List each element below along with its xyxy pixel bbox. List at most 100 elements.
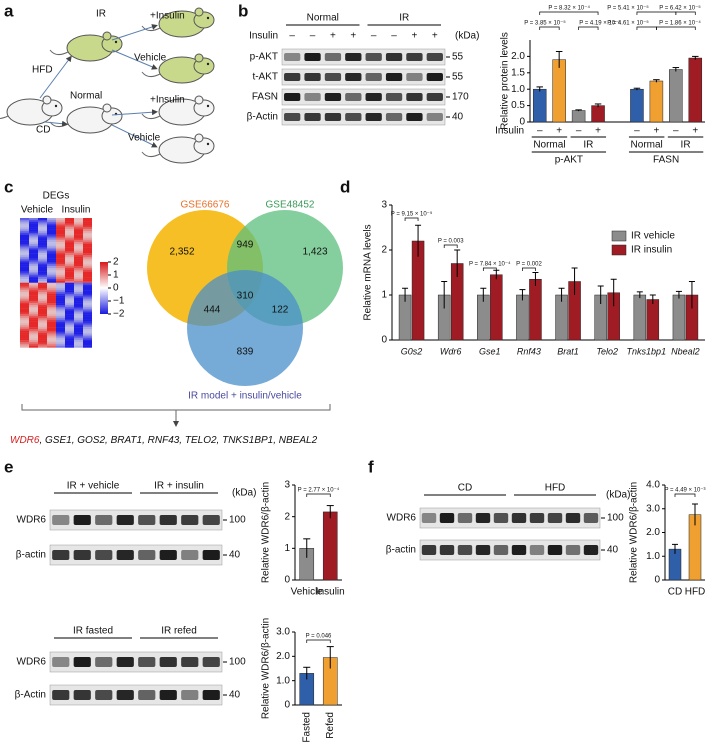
y-tick-label: 2.0: [511, 51, 525, 62]
significance-bracket: [656, 26, 696, 30]
blot-band: [457, 513, 473, 523]
heatmap-cell: [56, 292, 65, 295]
heatmap-cell: [83, 327, 92, 330]
heatmap-cell: [74, 327, 83, 330]
heatmap-cell: [38, 341, 47, 344]
heatmap-cell: [20, 334, 29, 337]
heatmap-cell: [65, 317, 74, 320]
blot-band: [421, 513, 437, 523]
heatmap-cell: [29, 297, 38, 300]
heatmap-cell: [38, 249, 47, 252]
heatmap-cell: [38, 227, 47, 230]
heatmap-cell: [56, 240, 65, 243]
heatmap-cell: [38, 308, 47, 311]
heatmap-cell: [74, 308, 83, 311]
blot-band: [547, 545, 563, 555]
p-value: P = 1.86 × 10⁻⁴: [659, 20, 701, 27]
heatmap-cell: [47, 329, 56, 332]
heatmap-cell: [74, 256, 83, 259]
heatmap-cell: [65, 260, 74, 263]
heatmap-cell: [74, 234, 83, 237]
heatmap-cell: [83, 314, 92, 317]
y-axis-label: Relative mRNA levels: [363, 224, 374, 320]
heatmap-cell: [65, 275, 74, 278]
heatmap-cell: [74, 286, 83, 289]
significance-bracket: [636, 26, 657, 30]
heatmap-cell: [29, 288, 38, 291]
venn-set-label: GSE48452: [266, 200, 315, 211]
panel-label: c: [4, 177, 13, 196]
significance-bracket: [443, 244, 458, 248]
blot-band: [202, 515, 220, 525]
blot-band: [547, 513, 563, 523]
blot-band: [426, 73, 443, 81]
mouse-label: Normal: [70, 91, 102, 102]
heatmap-cell: [74, 321, 83, 324]
heatmap-cell: [74, 323, 83, 326]
blot-strip: [49, 509, 223, 531]
bar: [669, 69, 683, 123]
heatmap-cell: [29, 306, 38, 309]
p-value: P = 0.003: [438, 239, 464, 245]
heatmap-cell: [38, 275, 47, 278]
heatmap-cell: [38, 277, 47, 280]
heatmap-cell: [47, 299, 56, 302]
heatmap-cell: [20, 266, 29, 269]
supergroup-label: p-AKT: [555, 155, 583, 166]
group-label: IR: [583, 140, 593, 151]
heatmap-cell: [29, 260, 38, 263]
heatmap-cell: [47, 275, 56, 278]
group-label: IR refed: [161, 626, 197, 637]
heatmap-cell: [29, 310, 38, 313]
heatmap-cell: [20, 249, 29, 252]
heatmap-cell: [20, 277, 29, 280]
heatmap-cell: [65, 232, 74, 235]
heatmap-cell: [83, 223, 92, 226]
heatmap-cell: [83, 284, 92, 287]
heatmap-cell: [29, 262, 38, 265]
heatmap-cell: [74, 329, 83, 332]
heatmap-cell: [65, 234, 74, 237]
blot-band: [406, 113, 423, 121]
heatmap-cell: [74, 242, 83, 245]
heatmap-cell: [20, 260, 29, 263]
heatmap-cell: [74, 334, 83, 337]
x-tick-label: –: [634, 126, 640, 137]
mouse-ear: [194, 133, 204, 143]
heatmap-cell: [29, 230, 38, 233]
heatmap-cell: [29, 334, 38, 337]
y-tick-label: 0: [284, 700, 290, 711]
heatmap-cell: [29, 317, 38, 320]
group-label: Normal: [631, 140, 663, 151]
blot-band: [385, 53, 403, 61]
bar: [646, 299, 660, 341]
heatmap-cell: [38, 343, 47, 346]
heatmap-cell: [20, 340, 29, 343]
heatmap-cell: [65, 286, 74, 289]
heatmap-cell: [65, 267, 74, 270]
heatmap-cell: [47, 284, 56, 287]
heatmap-cell: [83, 275, 92, 278]
venn-set-label: IR model + insulin/vehicle: [188, 391, 302, 402]
heatmap-cell: [56, 332, 65, 335]
heatmap-cell: [20, 247, 29, 250]
heatmap-cell: [74, 301, 83, 304]
heatmap-cell: [38, 286, 47, 289]
heatmap-cell: [47, 293, 56, 296]
heatmap-cell: [47, 323, 56, 326]
group-label: IR + vehicle: [67, 481, 120, 492]
heatmap-cell: [83, 267, 92, 270]
mouse-label: +Insulin: [150, 95, 185, 106]
heatmap-cell: [38, 229, 47, 232]
heatmap-cell: [29, 255, 38, 258]
heatmap-cell: [65, 329, 74, 332]
group-label: IR + insulin: [154, 481, 204, 492]
heatmap-cell: [56, 338, 65, 341]
heatmap-cell: [47, 243, 56, 246]
heatmap-cell: [20, 327, 29, 330]
heatmap-cell: [65, 251, 74, 254]
heatmap-cell: [20, 219, 29, 222]
blot-band: [493, 545, 509, 555]
mouse-tail: [141, 113, 161, 120]
heatmap-cell: [38, 262, 47, 265]
